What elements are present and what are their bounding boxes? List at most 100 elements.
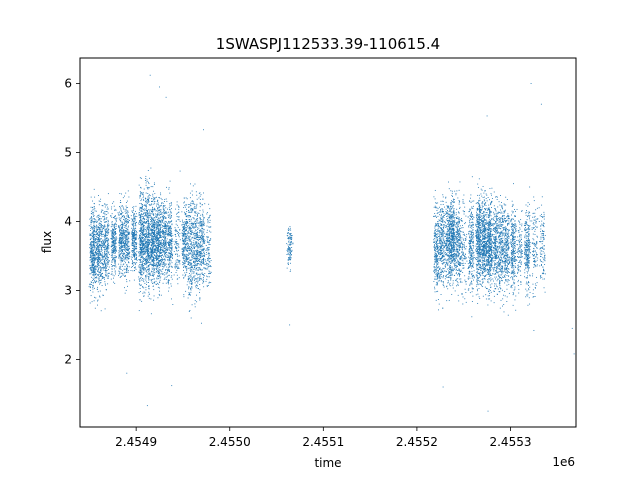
- data-point: [119, 255, 121, 257]
- data-point: [92, 244, 94, 246]
- data-point: [160, 261, 162, 263]
- data-point: [170, 241, 172, 243]
- data-point: [105, 254, 107, 255]
- data-point: [103, 260, 105, 262]
- data-point: [106, 225, 108, 226]
- data-point: [177, 255, 179, 257]
- data-point: [101, 231, 102, 233]
- data-point: [96, 246, 98, 248]
- data-point: [148, 230, 150, 232]
- data-point: [159, 221, 161, 223]
- data-point: [164, 246, 166, 248]
- data-point: [183, 277, 185, 279]
- data-point: [150, 256, 152, 258]
- data-point: [149, 214, 151, 216]
- data-point: [93, 270, 95, 271]
- data-point: [151, 219, 153, 221]
- data-point: [182, 239, 184, 241]
- data-point: [149, 221, 151, 223]
- data-point: [162, 249, 164, 251]
- data-point: [101, 249, 103, 251]
- data-point: [90, 256, 92, 258]
- data-point: [127, 232, 129, 234]
- data-point: [93, 266, 95, 268]
- data-point: [118, 242, 120, 244]
- data-point: [130, 227, 132, 229]
- data-point: [188, 237, 189, 239]
- data-point: [111, 252, 113, 253]
- data-point: [92, 227, 94, 229]
- data-point: [132, 266, 134, 268]
- data-point: [123, 242, 125, 244]
- data-point: [133, 229, 135, 231]
- data-point: [107, 248, 109, 250]
- data-point: [144, 239, 146, 241]
- data-point: [152, 259, 154, 261]
- data-point: [189, 229, 191, 231]
- data-point: [149, 242, 151, 243]
- data-point: [169, 226, 171, 227]
- data-point: [196, 260, 198, 261]
- data-point: [185, 260, 187, 262]
- data-point: [164, 260, 166, 262]
- data-point: [145, 251, 147, 253]
- data-point: [131, 242, 133, 244]
- data-point: [155, 222, 157, 224]
- data-point: [145, 233, 147, 235]
- data-point: [122, 206, 124, 208]
- data-point: [163, 248, 165, 250]
- data-point: [168, 187, 170, 189]
- data-point: [140, 240, 142, 242]
- data-point: [177, 230, 178, 232]
- data-point: [92, 259, 94, 261]
- data-point: [140, 215, 142, 217]
- data-point: [188, 263, 190, 265]
- data-point: [104, 262, 106, 264]
- data-point: [145, 270, 147, 272]
- data-point: [124, 240, 125, 242]
- data-point: [158, 269, 160, 271]
- data-point: [113, 224, 115, 226]
- data-point: [101, 277, 103, 279]
- data-point: [128, 231, 130, 233]
- data-point: [140, 244, 142, 246]
- data-point: [118, 263, 120, 265]
- data-point: [163, 237, 165, 238]
- data-point: [96, 225, 98, 227]
- data-point: [95, 268, 97, 270]
- data-point: [151, 232, 153, 234]
- data-point: [160, 205, 162, 207]
- data-point: [190, 268, 192, 270]
- data-point: [162, 202, 164, 204]
- data-point: [102, 239, 103, 241]
- data-point: [120, 209, 122, 211]
- data-point: [144, 242, 146, 244]
- data-point: [125, 218, 127, 220]
- data-point: [149, 263, 151, 265]
- data-point: [169, 234, 171, 236]
- data-point: [156, 266, 158, 268]
- data-point: [104, 251, 106, 253]
- data-point: [99, 282, 101, 284]
- data-point: [107, 242, 109, 244]
- data-point: [159, 235, 161, 237]
- data-point: [167, 274, 169, 276]
- data-point: [184, 222, 186, 224]
- data-point: [133, 250, 135, 252]
- data-point: [143, 220, 145, 222]
- data-point: [92, 235, 93, 237]
- data-point: [141, 232, 143, 234]
- data-point: [168, 230, 169, 232]
- data-point: [188, 211, 189, 213]
- data-point: [154, 249, 156, 251]
- data-point: [125, 242, 127, 243]
- data-point: [189, 293, 191, 295]
- data-point: [126, 210, 128, 212]
- data-point: [95, 227, 97, 229]
- data-point: [120, 227, 122, 229]
- data-point: [148, 214, 150, 216]
- data-point: [157, 246, 159, 248]
- data-point: [97, 268, 99, 270]
- data-point: [113, 239, 115, 241]
- data-point: [163, 243, 165, 245]
